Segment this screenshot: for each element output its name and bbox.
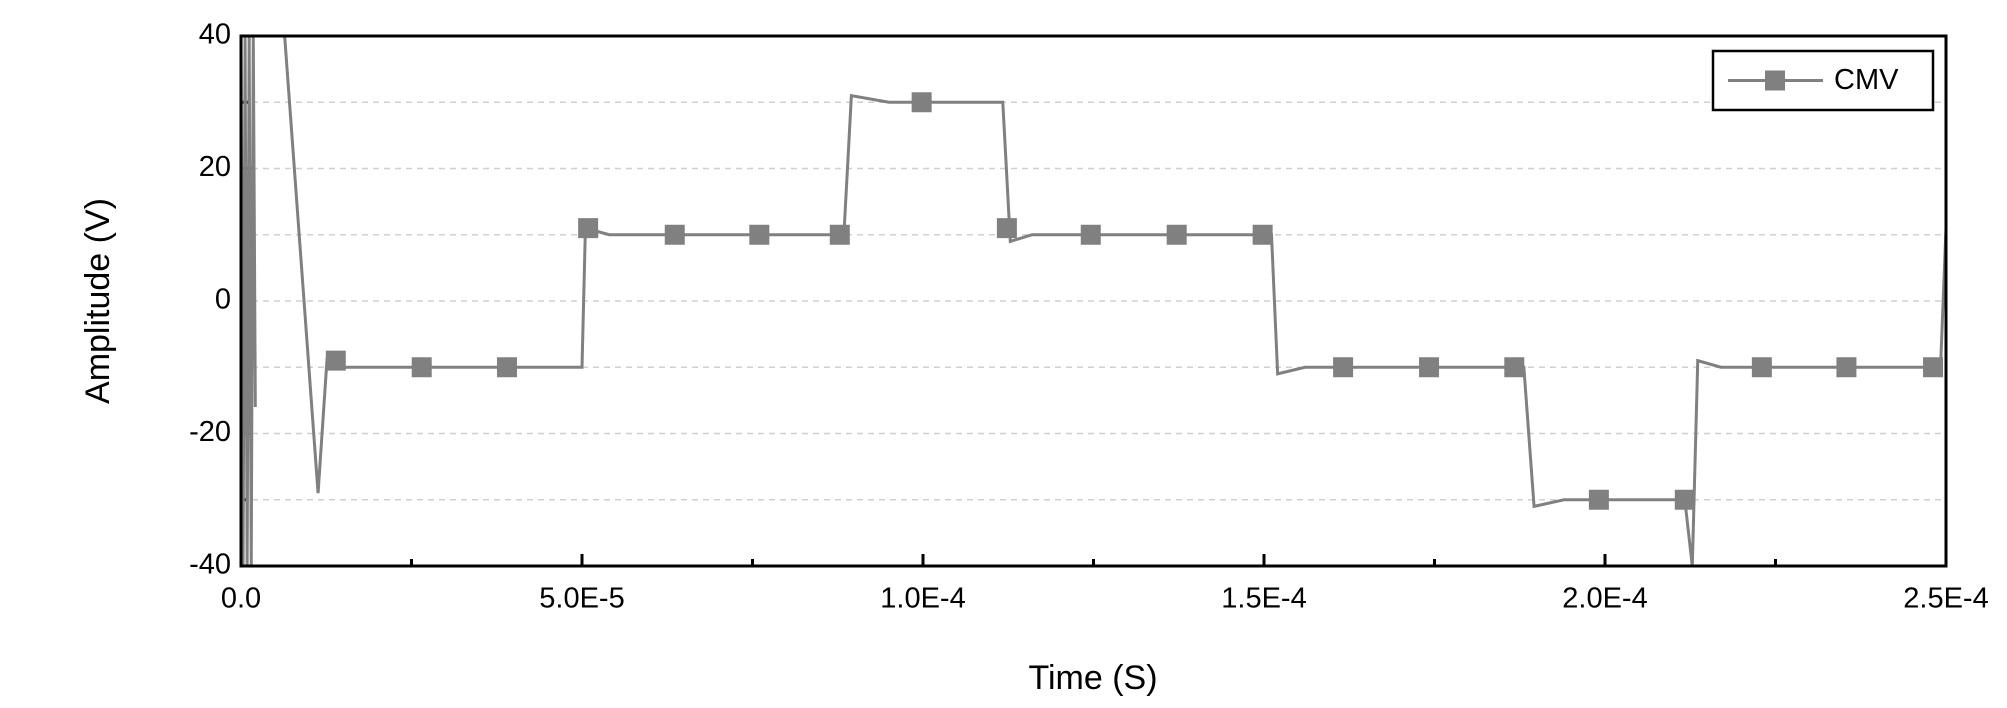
x-tick-label: 1.5E-4 [1221, 583, 1306, 615]
marker [411, 357, 432, 378]
series-line [241, 36, 1946, 566]
marker [911, 92, 932, 113]
y-tick-label: 0 [215, 284, 231, 316]
x-tick-label: 2.0E-4 [1562, 583, 1647, 615]
y-tick-label: -20 [189, 416, 231, 448]
marker [1166, 224, 1187, 245]
x-tick-label: 1.0E-4 [880, 583, 965, 615]
marker [1252, 224, 1273, 245]
marker [1836, 357, 1857, 378]
y-tick-label: -40 [189, 549, 231, 581]
marker [1333, 357, 1354, 378]
x-tick-label: 5.0E-5 [539, 583, 624, 615]
marker [1080, 224, 1101, 245]
legend-label: CMV [1834, 64, 1899, 96]
y-tick-label: 20 [199, 151, 231, 183]
marker [1674, 489, 1695, 510]
plot-area [241, 36, 1946, 566]
y-axis-title: Amplitude (V) [79, 198, 117, 404]
marker [996, 218, 1017, 239]
x-axis-title: Time (S) [1028, 659, 1157, 697]
marker [1751, 357, 1772, 378]
legend-marker [1765, 70, 1785, 91]
marker [578, 218, 599, 239]
marker [1504, 357, 1525, 378]
marker [1588, 489, 1609, 510]
x-tick-label: 0.0 [221, 583, 261, 615]
plot-frame [239, 34, 1948, 568]
marker [1419, 357, 1440, 378]
marker [325, 350, 346, 371]
marker [1923, 357, 1944, 378]
y-tick-label: 40 [199, 19, 231, 51]
x-tick-label: 2.5E-4 [1903, 583, 1988, 615]
marker [749, 224, 770, 245]
marker [496, 357, 517, 378]
marker [829, 224, 850, 245]
marker [664, 224, 685, 245]
